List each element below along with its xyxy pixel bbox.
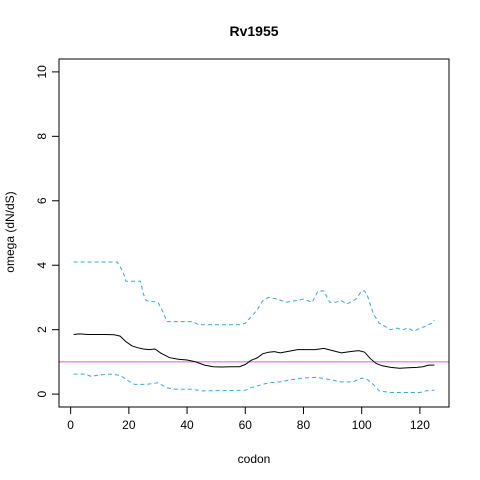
y-tick-label: 10 <box>35 65 49 79</box>
x-tick-label: 100 <box>352 418 372 432</box>
x-tick-label: 80 <box>297 418 311 432</box>
y-tick-label: 0 <box>35 390 49 397</box>
x-tick-label: 120 <box>410 418 430 432</box>
plot-frame <box>58 58 450 408</box>
y-tick-label: 4 <box>35 262 49 269</box>
y-tick-label: 8 <box>35 133 49 140</box>
series-line-upper <box>73 261 435 332</box>
y-axis-label: omega (dN/dS) <box>3 191 17 272</box>
y-tick-label: 6 <box>35 197 49 204</box>
x-tick-label: 40 <box>180 418 194 432</box>
x-tick-label: 60 <box>239 418 253 432</box>
series-line-lower <box>73 373 435 393</box>
x-tick-label: 0 <box>67 418 74 432</box>
series-line-estimate <box>73 333 435 369</box>
plot-area <box>59 261 449 393</box>
y-tick-label: 2 <box>35 326 49 333</box>
axes: 0 20 40 60 80 100 120 0 2 4 6 8 10 <box>35 65 430 432</box>
x-axis-label: codon <box>238 452 271 466</box>
chart-title: Rv1955 <box>229 23 278 39</box>
x-tick-label: 20 <box>122 418 136 432</box>
